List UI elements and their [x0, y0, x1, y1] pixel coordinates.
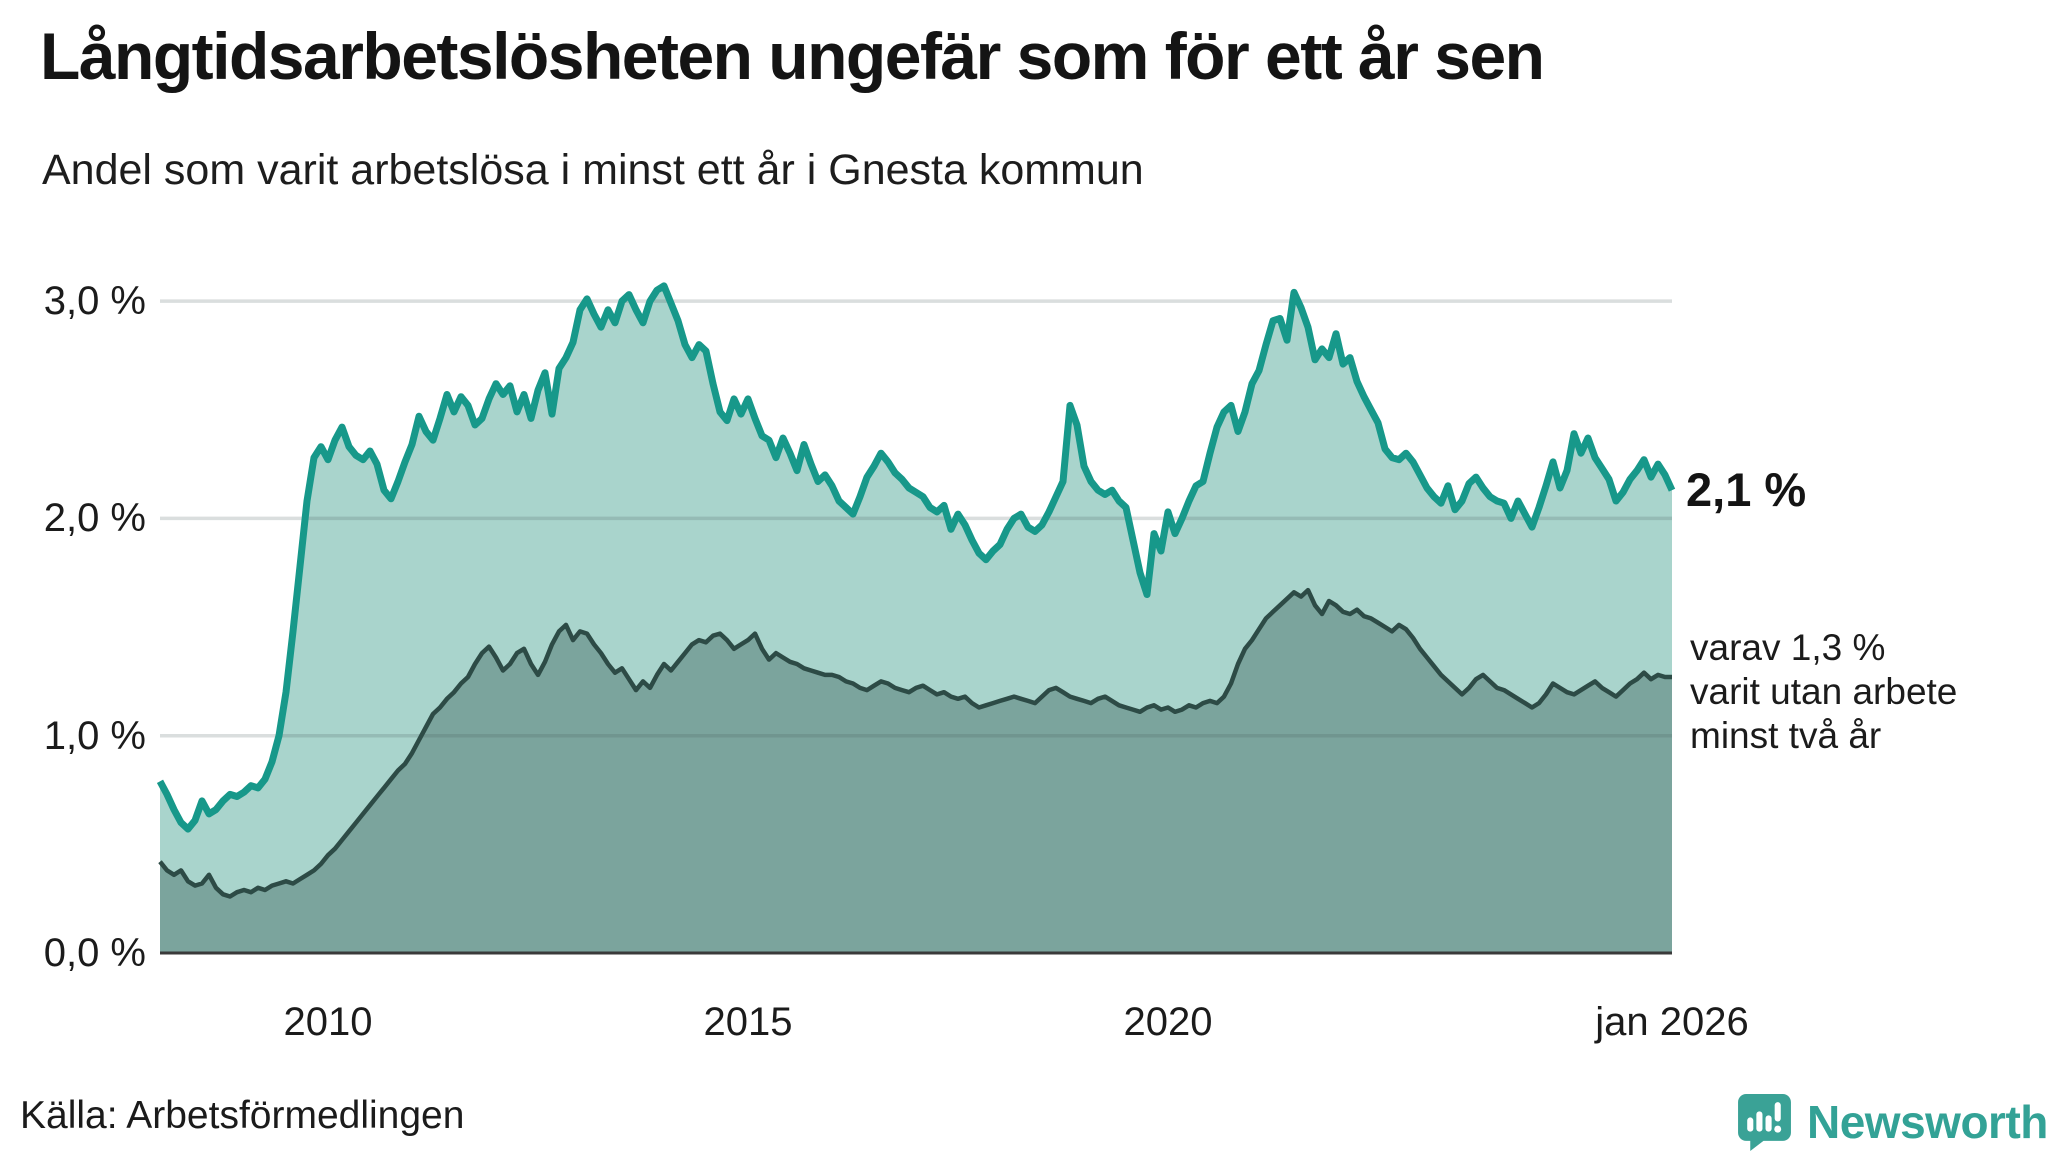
- latest-value-annotation: 2,1 %: [1686, 463, 1807, 516]
- secondary-series-annotation: varav 1,3 % varit utan arbete minst två …: [1690, 626, 1957, 758]
- line-minst-tva-ar: [158, 587, 1672, 899]
- newsworthy-logo-icon: [1738, 1094, 1791, 1151]
- annotation-line: minst två år: [1690, 715, 1882, 756]
- y-axis-label-1: 1,0 %: [43, 713, 146, 758]
- y-axis-label-3: 3,0 %: [43, 279, 146, 324]
- x-axis-label-2010: 2010: [283, 1000, 373, 1044]
- line-minst-ett-ar: [156, 282, 1676, 833]
- x-axis-label-2015: 2015: [703, 1000, 793, 1044]
- annotation-line: varit utan arbete: [1690, 671, 1958, 712]
- newsworthy-logo-text: Newsworthy: [1807, 1095, 2048, 1148]
- page-subtitle: Andel som varit arbetslösa i minst ett å…: [42, 146, 1144, 194]
- annotation-line: varav 1,3 %: [1690, 627, 1886, 668]
- y-axis-label-2: 2,0 %: [43, 496, 146, 541]
- area-minst-tva-ar: [160, 590, 1672, 953]
- source-note: Källa: Arbetsförmedlingen: [20, 1094, 465, 1137]
- page-title: Långtidsarbetslösheten ungefär som för e…: [40, 19, 1545, 93]
- x-axis-label-jan-2026: jan 2026: [1595, 1000, 1749, 1044]
- newsworthy-logo: Newsworthy: [1736, 1092, 2048, 1151]
- y-axis-label-0: 0,0 %: [43, 931, 146, 975]
- x-axis-label-2020: 2020: [1123, 1000, 1213, 1044]
